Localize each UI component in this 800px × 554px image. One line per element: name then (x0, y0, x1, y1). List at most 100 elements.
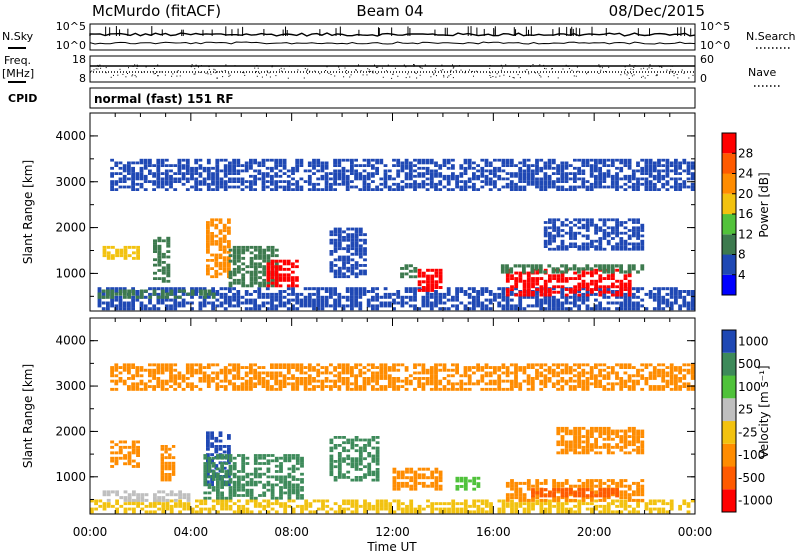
data-cell (295, 276, 299, 280)
data-cell (168, 475, 172, 479)
data-cell (203, 496, 208, 500)
data-cell (577, 288, 582, 291)
data-cell (114, 363, 119, 367)
data-cell (278, 185, 283, 189)
data-cell (598, 169, 602, 173)
data-cell (640, 490, 645, 494)
data-cell (602, 221, 607, 224)
freq-dot (471, 70, 473, 72)
data-cell (636, 295, 640, 299)
data-cell (203, 499, 208, 503)
data-cell (417, 510, 422, 514)
data-cell (451, 172, 455, 175)
data-cell (160, 445, 164, 448)
data-cell (358, 252, 363, 256)
data-cell (227, 483, 231, 486)
data-cell (350, 298, 354, 302)
data-cell (245, 499, 250, 503)
data-cell (619, 267, 623, 271)
data-cell (207, 289, 212, 293)
data-cell (404, 267, 409, 270)
data-cell (114, 290, 119, 293)
data-cell (224, 504, 229, 508)
data-cell (375, 499, 380, 503)
data-cell (405, 467, 409, 471)
data-cell (218, 237, 223, 241)
data-cell (396, 158, 401, 162)
data-cell (232, 158, 236, 162)
data-cell (606, 242, 611, 246)
data-cell (274, 174, 279, 178)
data-cell (384, 502, 388, 506)
data-cell (136, 496, 140, 500)
data-cell (556, 502, 561, 506)
data-cell (211, 379, 215, 383)
data-cell (569, 231, 573, 235)
data-cell (295, 491, 300, 495)
data-cell (392, 510, 397, 514)
data-cell (619, 288, 624, 291)
data-cell (287, 483, 292, 487)
data-cell (160, 464, 164, 468)
data-cell (157, 252, 162, 256)
data-cell (354, 462, 359, 466)
data-cell (153, 263, 157, 267)
data-cell (577, 293, 582, 297)
data-cell (640, 451, 645, 455)
data-cell (652, 174, 657, 178)
data-cell (417, 507, 422, 511)
noise-search-trace (89, 41, 696, 45)
data-cell (375, 287, 379, 291)
data-cell (606, 451, 611, 455)
data-cell (127, 385, 131, 388)
data-cell (392, 476, 397, 480)
data-cell (572, 267, 577, 271)
data-cell (157, 277, 162, 280)
data-cell (631, 182, 636, 186)
data-cell (652, 164, 657, 167)
data-cell (337, 468, 342, 471)
data-cell (333, 227, 338, 231)
data-cell (232, 278, 237, 282)
data-cell (350, 227, 355, 231)
data-cell (472, 182, 476, 186)
data-cell (257, 287, 262, 291)
data-cell (518, 304, 523, 308)
data-cell (123, 248, 128, 252)
data-cell (169, 287, 173, 291)
data-cell (400, 301, 405, 305)
data-cell (661, 158, 666, 162)
data-cell (531, 285, 535, 289)
data-cell (115, 254, 119, 258)
data-cell (274, 188, 279, 191)
data-cell (627, 274, 632, 278)
data-cell (216, 491, 220, 495)
data-cell (619, 481, 624, 485)
data-cell (223, 180, 228, 183)
data-cell (206, 158, 211, 162)
data-cell (505, 277, 510, 280)
data-cell (181, 182, 186, 186)
data-cell (152, 188, 156, 191)
data-cell (110, 456, 115, 460)
data-cell (404, 287, 409, 291)
data-cell (110, 289, 115, 293)
data-cell (577, 166, 581, 170)
data-cell (657, 164, 661, 167)
data-cell (337, 158, 342, 162)
data-cell (602, 267, 607, 271)
data-cell (127, 445, 132, 449)
data-cell (303, 298, 308, 302)
data-cell (480, 185, 485, 189)
data-cell (220, 486, 224, 489)
data-cell (173, 301, 178, 305)
data-cell (539, 158, 544, 162)
freq-dot (505, 64, 507, 66)
data-cell (194, 172, 199, 175)
data-cell (581, 491, 586, 495)
data-cell (434, 290, 438, 293)
data-cell (623, 307, 628, 311)
data-cell (131, 188, 135, 191)
data-cell (484, 182, 489, 186)
data-cell (535, 282, 540, 286)
